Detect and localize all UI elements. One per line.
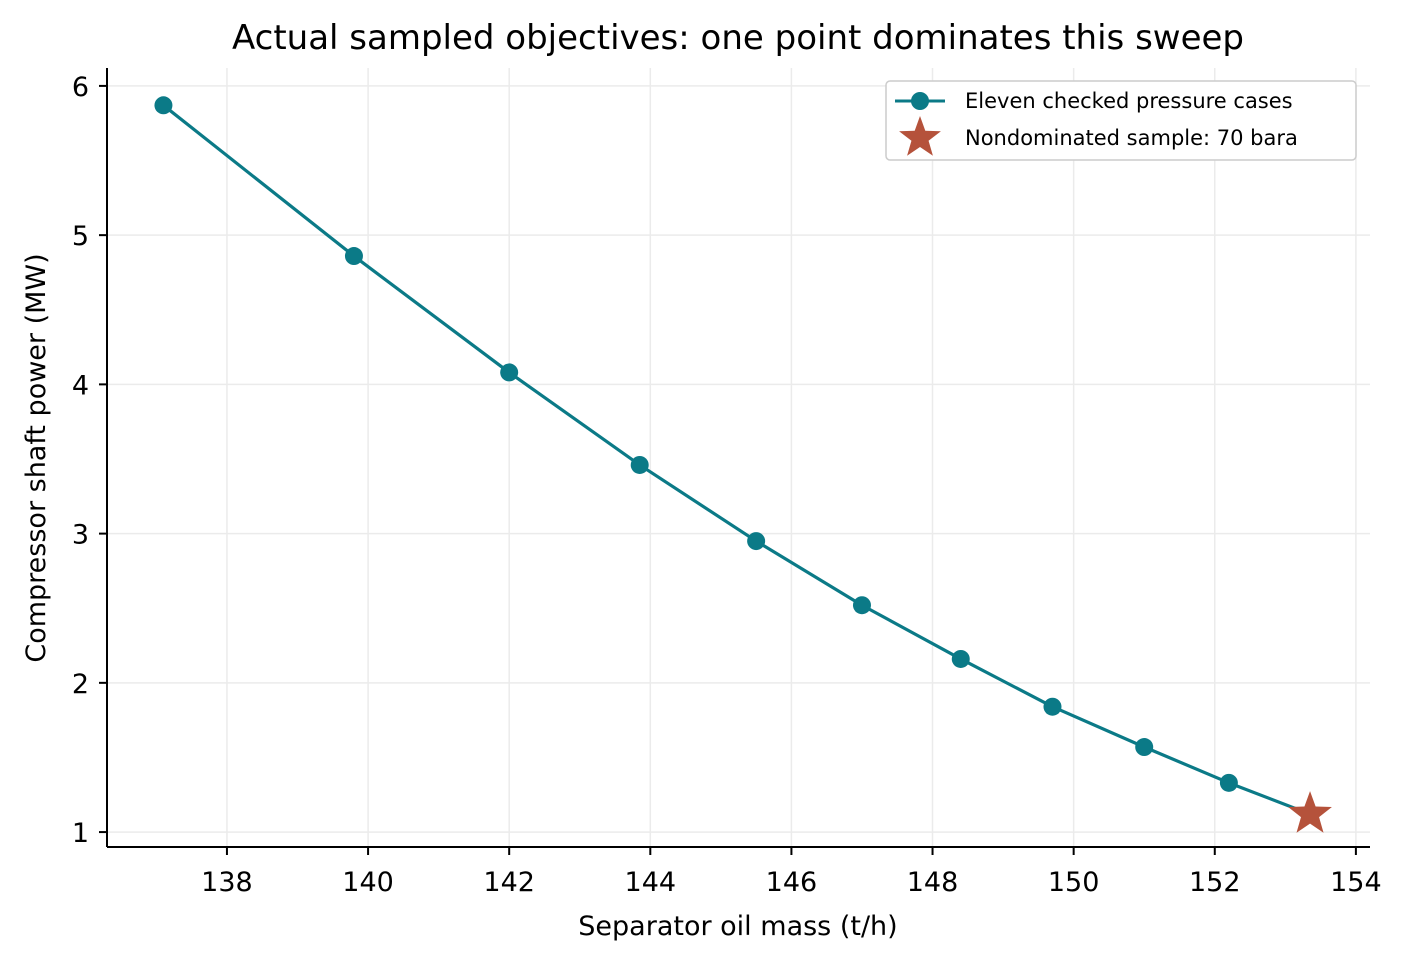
highlight-star-point <box>1288 791 1332 833</box>
x-tick-label: 138 <box>201 867 253 898</box>
legend: Eleven checked pressure cases Nondominat… <box>885 80 1357 161</box>
x-tick-label: 150 <box>1048 867 1100 898</box>
plot-series <box>154 96 1332 833</box>
legend-star-marker <box>899 116 941 156</box>
x-axis-label: Separator oil mass (t/h) <box>578 911 897 942</box>
x-tick-label: 140 <box>342 867 394 898</box>
x-tick-label: 146 <box>766 867 818 898</box>
x-tick-label: 142 <box>483 867 535 898</box>
chart-title: Actual sampled objectives: one point dom… <box>232 18 1244 58</box>
y-tick-label: 6 <box>72 72 89 103</box>
gridlines <box>107 68 1370 847</box>
y-tick-label: 5 <box>72 221 89 252</box>
y-tick-label: 3 <box>72 520 89 551</box>
legend-box <box>885 80 1357 161</box>
legend-label-series: Eleven checked pressure cases <box>965 89 1293 113</box>
data-point <box>344 247 363 266</box>
x-tick-label: 148 <box>907 867 959 898</box>
data-point <box>154 96 173 115</box>
y-axis-label: Compressor shaft power (MW) <box>21 253 52 662</box>
x-tick-label: 152 <box>1189 867 1241 898</box>
data-point <box>951 649 970 668</box>
y-tick-label: 2 <box>72 669 89 700</box>
data-point <box>852 596 871 615</box>
y-tick-label: 4 <box>72 370 89 401</box>
data-point <box>1043 697 1062 716</box>
y-tick-label: 1 <box>72 818 89 849</box>
series-line <box>162 104 1311 816</box>
axes <box>106 68 1370 848</box>
legend-label-highlight: Nondominated sample: 70 bara <box>965 126 1298 150</box>
data-point <box>1135 738 1154 757</box>
data-point <box>1219 773 1238 792</box>
data-point <box>500 363 519 382</box>
x-tick-label: 144 <box>625 867 677 898</box>
legend-circle-marker <box>911 92 929 110</box>
x-tick-label: 154 <box>1330 867 1382 898</box>
y-ticks: 1 2 3 4 5 6 <box>72 72 107 849</box>
x-ticks: 138 140 142 144 146 148 150 152 154 <box>201 847 1382 898</box>
data-point <box>630 455 649 474</box>
data-point <box>747 532 766 551</box>
